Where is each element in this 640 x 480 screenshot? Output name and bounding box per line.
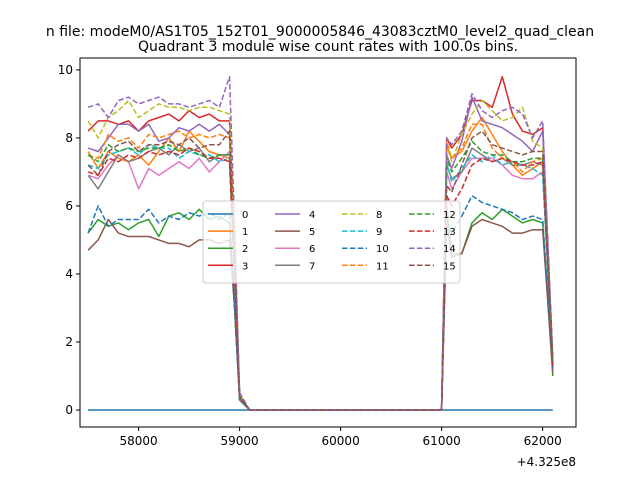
legend-label: 6	[309, 244, 315, 255]
y-tick-label: 8	[65, 131, 73, 145]
legend-label: 1	[242, 227, 248, 238]
legend-label: 0	[242, 210, 248, 221]
y-tick-label: 4	[65, 267, 73, 281]
legend-label: 5	[309, 227, 315, 238]
legend-label: 13	[443, 227, 456, 238]
axes-frame	[79, 57, 577, 428]
legend-label: 4	[309, 210, 315, 221]
chart-title: Quadrant 3 module wise count rates with …	[138, 39, 518, 55]
x-tick-label: 61000	[423, 434, 461, 448]
legend-label: 7	[309, 261, 315, 272]
x-axis: 58000 59000 60000 61000 62000	[119, 427, 562, 448]
legend-label: 14	[443, 244, 456, 255]
legend-label: 3	[242, 261, 248, 272]
legend-label: 11	[376, 261, 389, 272]
series-line-5	[87, 218, 554, 411]
legend-label: 8	[376, 210, 382, 221]
x-tick-label: 60000	[322, 434, 360, 448]
legend-label: 10	[376, 244, 389, 255]
y-tick-label: 6	[65, 199, 73, 213]
y-tick-label: 2	[65, 335, 73, 349]
legend-label: 9	[376, 227, 382, 238]
legend-box	[202, 200, 461, 284]
series-line-13	[87, 147, 554, 411]
y-tick-label: 10	[58, 63, 73, 77]
legend-label: 2	[242, 244, 248, 255]
x-tick-label: 59000	[221, 434, 259, 448]
legend-label: 12	[443, 210, 456, 221]
y-tick-label: 0	[65, 403, 73, 417]
series-line-10	[87, 194, 554, 411]
figure-suptitle: n file: modeM0/AS1T05_152T01_9000005846_…	[46, 24, 594, 40]
x-tick-label: 62000	[524, 434, 562, 448]
x-tick-label: 58000	[119, 434, 157, 448]
y-axis: 0 2 4 6 8 10	[58, 63, 80, 417]
x-offset-label: +4.325e8	[517, 455, 576, 469]
legend-label: 15	[443, 261, 456, 272]
series-line-12	[87, 140, 554, 411]
